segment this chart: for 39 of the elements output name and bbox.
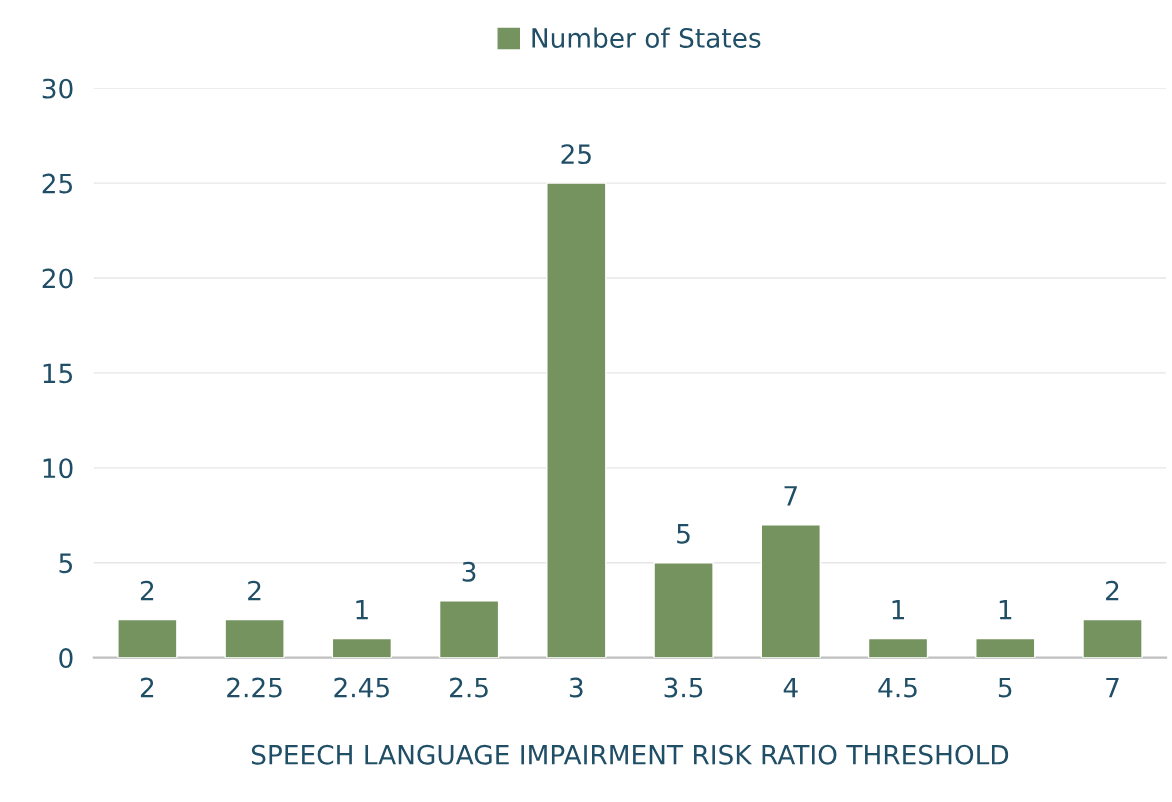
x-tick-label: 4.5 bbox=[878, 677, 917, 698]
data-label: 3 bbox=[462, 561, 476, 582]
y-tick-label: 30 bbox=[42, 78, 73, 99]
y-tick-label: 20 bbox=[42, 268, 73, 289]
y-tick-label: 5 bbox=[59, 553, 73, 574]
x-tick-label: 3 bbox=[569, 677, 583, 698]
data-label: 5 bbox=[677, 524, 690, 544]
x-tick-label: 5 bbox=[998, 677, 1012, 698]
bar bbox=[867, 637, 929, 658]
x-tick-label: 2 bbox=[140, 677, 154, 698]
bar bbox=[438, 600, 500, 658]
x-tick-label: 2.25 bbox=[227, 677, 282, 698]
bar bbox=[546, 182, 607, 658]
y-tick-label: 15 bbox=[43, 363, 73, 384]
data-label: 1 bbox=[892, 600, 904, 620]
x-tick-label: 7 bbox=[1106, 677, 1119, 698]
x-axis-title: SPEECH LANGUAGE IMPAIRMENT RISK RATIO THRESHOLD bbox=[251, 744, 1009, 765]
y-tick-label: 10 bbox=[43, 458, 73, 479]
data-label: 2 bbox=[1106, 580, 1119, 601]
data-label: 1 bbox=[999, 600, 1012, 620]
data-label: 25 bbox=[561, 144, 591, 165]
legend-label: Number of States bbox=[532, 27, 761, 48]
data-label: 1 bbox=[356, 600, 368, 620]
x-tick-label: 4 bbox=[783, 677, 798, 698]
x-tick-label: 3.5 bbox=[664, 677, 703, 698]
data-label: 2 bbox=[140, 580, 154, 601]
data-label: 7 bbox=[784, 486, 797, 506]
x-tick-label: 2.5 bbox=[450, 677, 488, 698]
bar bbox=[224, 618, 285, 658]
y-tick-label: 25 bbox=[42, 173, 73, 194]
bar bbox=[331, 637, 393, 658]
x-tick-label: 2.45 bbox=[334, 677, 389, 698]
data-label: 2 bbox=[248, 580, 261, 601]
bar bbox=[975, 637, 1036, 658]
bar bbox=[1082, 618, 1143, 658]
bar bbox=[653, 562, 714, 658]
bar bbox=[760, 524, 821, 658]
y-tick-label: 0 bbox=[59, 648, 73, 669]
bar bbox=[117, 618, 178, 658]
